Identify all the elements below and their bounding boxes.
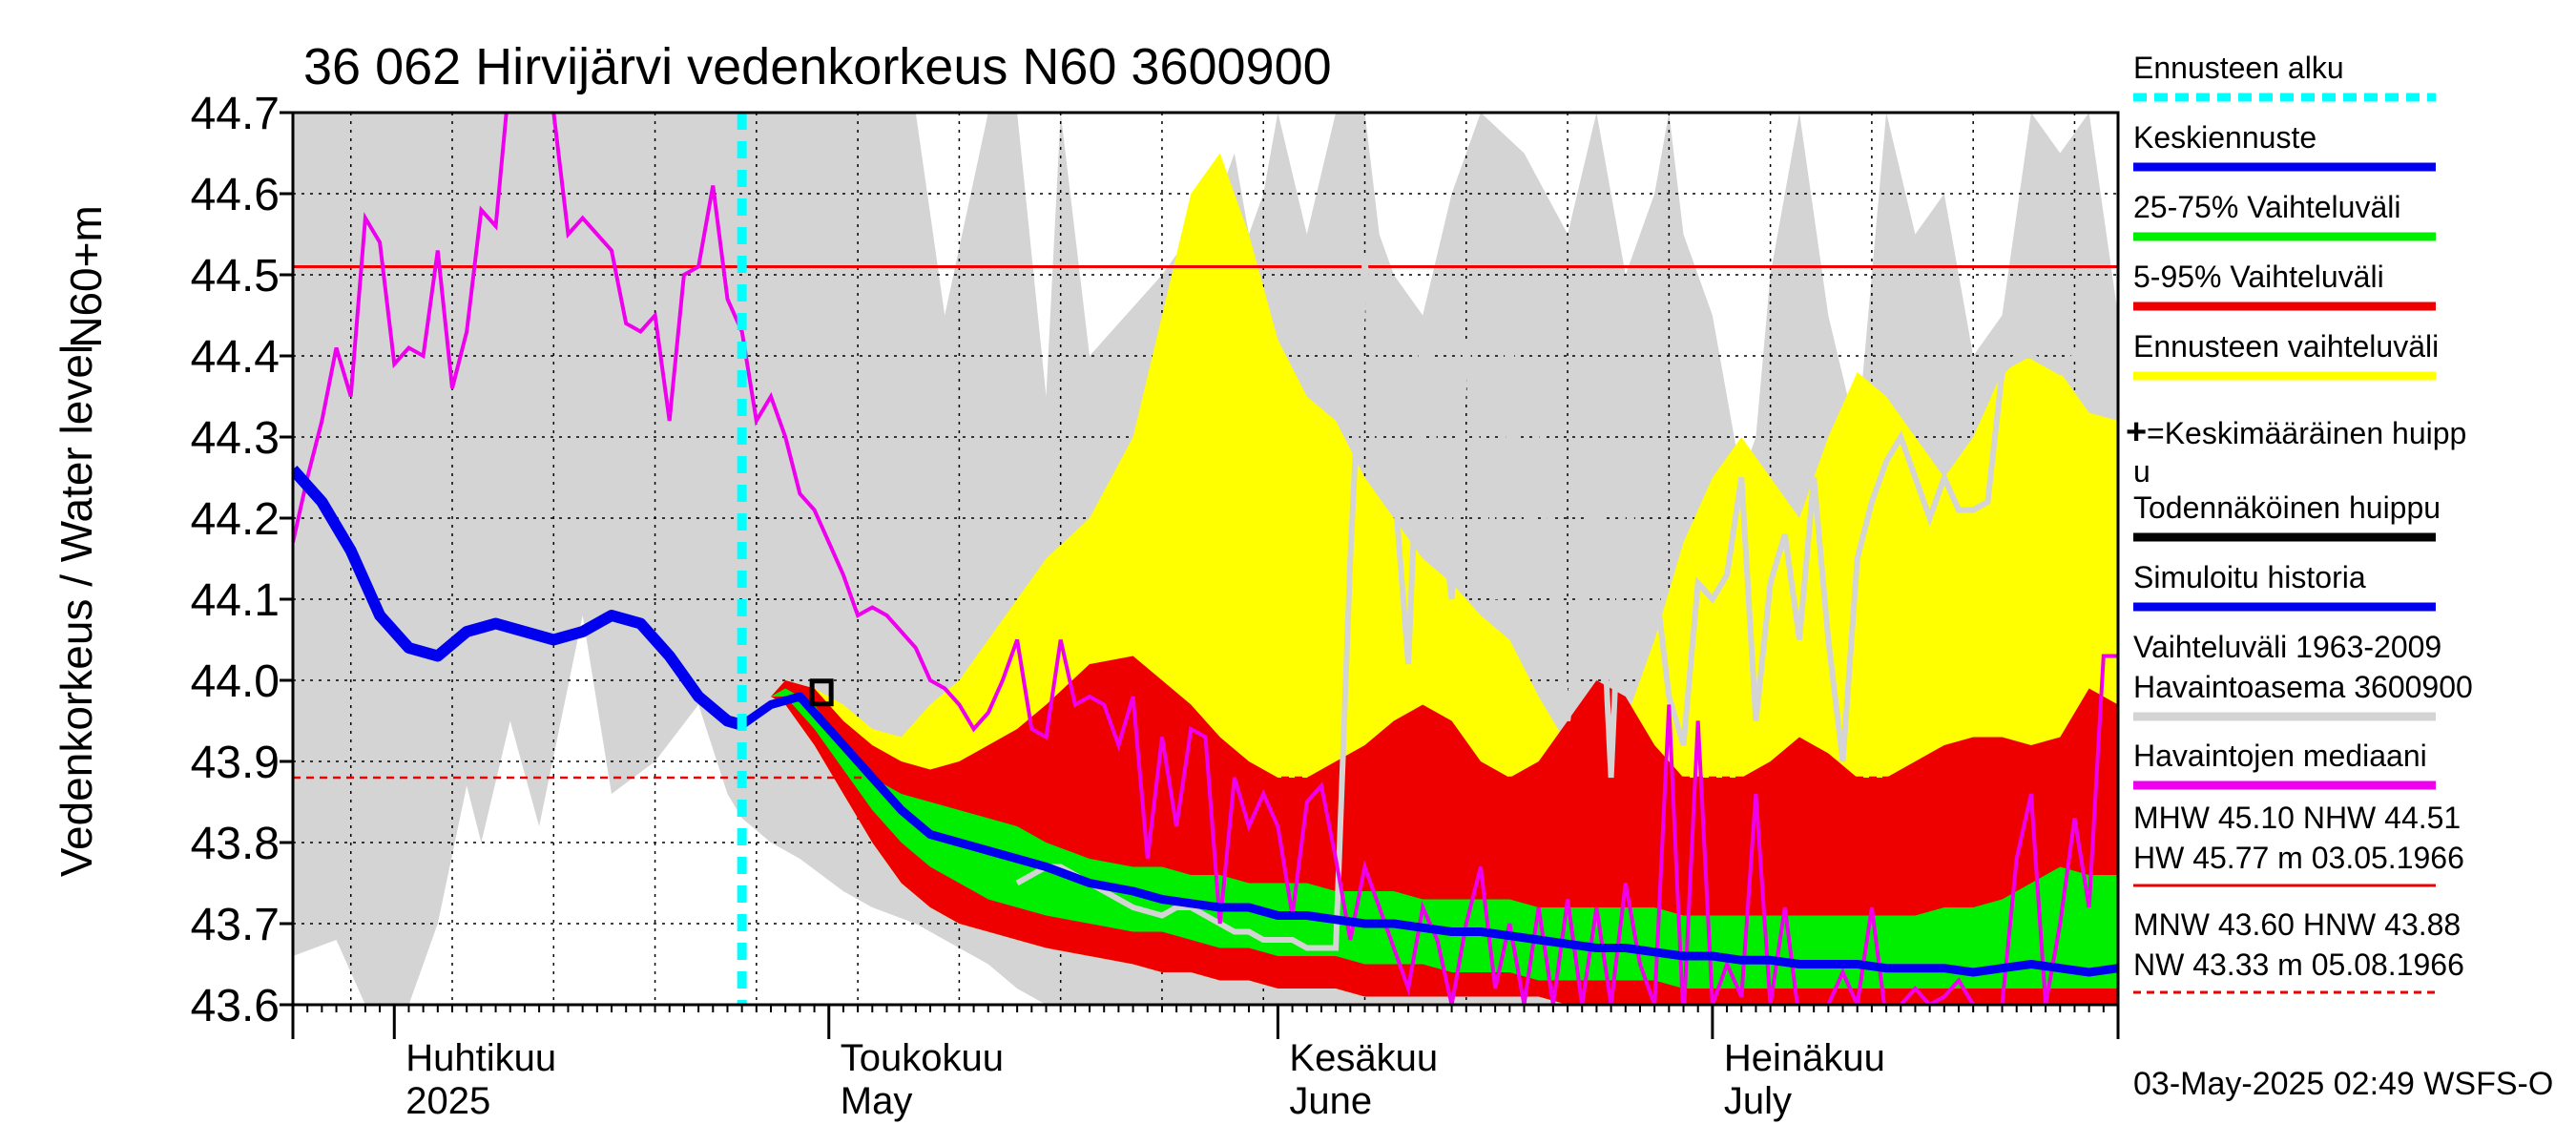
legend-label: Keskiennuste: [2133, 120, 2316, 155]
y-tick-label: 44.3: [191, 413, 280, 464]
stat-mhw-nhw: MHW 45.10 NHW 44.51: [2133, 801, 2461, 835]
y-tick-label: 44.4: [191, 332, 280, 383]
observed-median-line: [293, 113, 2118, 1005]
legend-label: 5-95% Vaihteluväli: [2133, 260, 2384, 294]
legend-label-2: Havaintoasema 3600900: [2133, 670, 2473, 704]
legend-label: Todennäköinen huippu: [2133, 490, 2441, 525]
legend: Ennusteen alku Keskiennuste 25-75% Vaihtel…: [2126, 51, 2473, 790]
y-axis-label: Vedenkorkeus / Water level: [52, 344, 101, 877]
x-month-sublabel: 2025: [405, 1080, 490, 1122]
statistics: MHW 45.10 NHW 44.51 HW 45.77 m 03.05.196…: [2133, 801, 2464, 994]
mean-forecast-line: [739, 692, 2118, 977]
stat-nw: NW 43.33 m 05.08.1966: [2133, 947, 2464, 982]
x-month-label: Toukokuu: [841, 1037, 1004, 1079]
y-tick-label: 44.1: [191, 575, 280, 626]
x-month-label: Kesäkuu: [1289, 1037, 1438, 1079]
legend-label: Ennusteen alku: [2133, 51, 2344, 85]
x-month-label: Huhtikuu: [405, 1037, 556, 1079]
legend-label: Simuloitu historia: [2133, 560, 2366, 594]
y-tick-label: 43.6: [191, 981, 280, 1031]
observation-station-line: [1015, 258, 2118, 951]
legend-label: Vaihteluväli 1963-2009: [2133, 630, 2441, 664]
simulated-history-line: [293, 466, 744, 731]
legend-label: Havaintojen mediaani: [2133, 739, 2427, 773]
y-axis: 43.6 43.7 43.8 43.9 44.0 44.1 44.2 44.3 44.4 44.5…: [191, 89, 293, 1031]
x-month-sublabel: June: [1289, 1080, 1372, 1122]
y-axis-label-unit: N60+m: [61, 205, 111, 348]
x-month-sublabel: May: [841, 1080, 913, 1122]
y-tick-label: 44.6: [191, 170, 280, 220]
y-tick-label: 44.2: [191, 494, 280, 545]
x-axis-ticks: [291, 1005, 2120, 1039]
y-tick-label: 43.7: [191, 900, 280, 950]
y-tick-label: 44.7: [191, 89, 280, 139]
legend-label: 25-75% Vaihteluväli: [2133, 190, 2400, 224]
range-25-75-band: [741, 688, 2118, 989]
stat-mnw-hnw: MNW 43.60 HNW 43.88: [2133, 907, 2461, 942]
y-tick-label: 44.0: [191, 656, 280, 707]
timestamp-footer: 03-May-2025 02:49 WSFS-O: [2133, 1066, 2553, 1102]
x-month-label: Heinäkuu: [1724, 1037, 1885, 1079]
legend-label-wrap: u: [2133, 454, 2150, 489]
legend-label: =Keskimääräinen huipp: [2147, 416, 2466, 450]
probable-peak-marker: [809, 678, 834, 707]
legend-label: Ennusteen vaihteluväli: [2133, 329, 2439, 364]
y-tick-label: 44.5: [191, 251, 280, 302]
legend-peak-cross-icon: +: [2126, 412, 2147, 452]
y-tick-label: 43.8: [191, 819, 280, 869]
stat-hw: HW 45.77 m 03.05.1966: [2133, 841, 2464, 875]
y-tick-label: 43.9: [191, 738, 280, 788]
chart-title: 36 062 Hirvijärvi vedenkorkeus N60 36009…: [303, 38, 1332, 95]
x-month-sublabel: July: [1724, 1080, 1792, 1122]
